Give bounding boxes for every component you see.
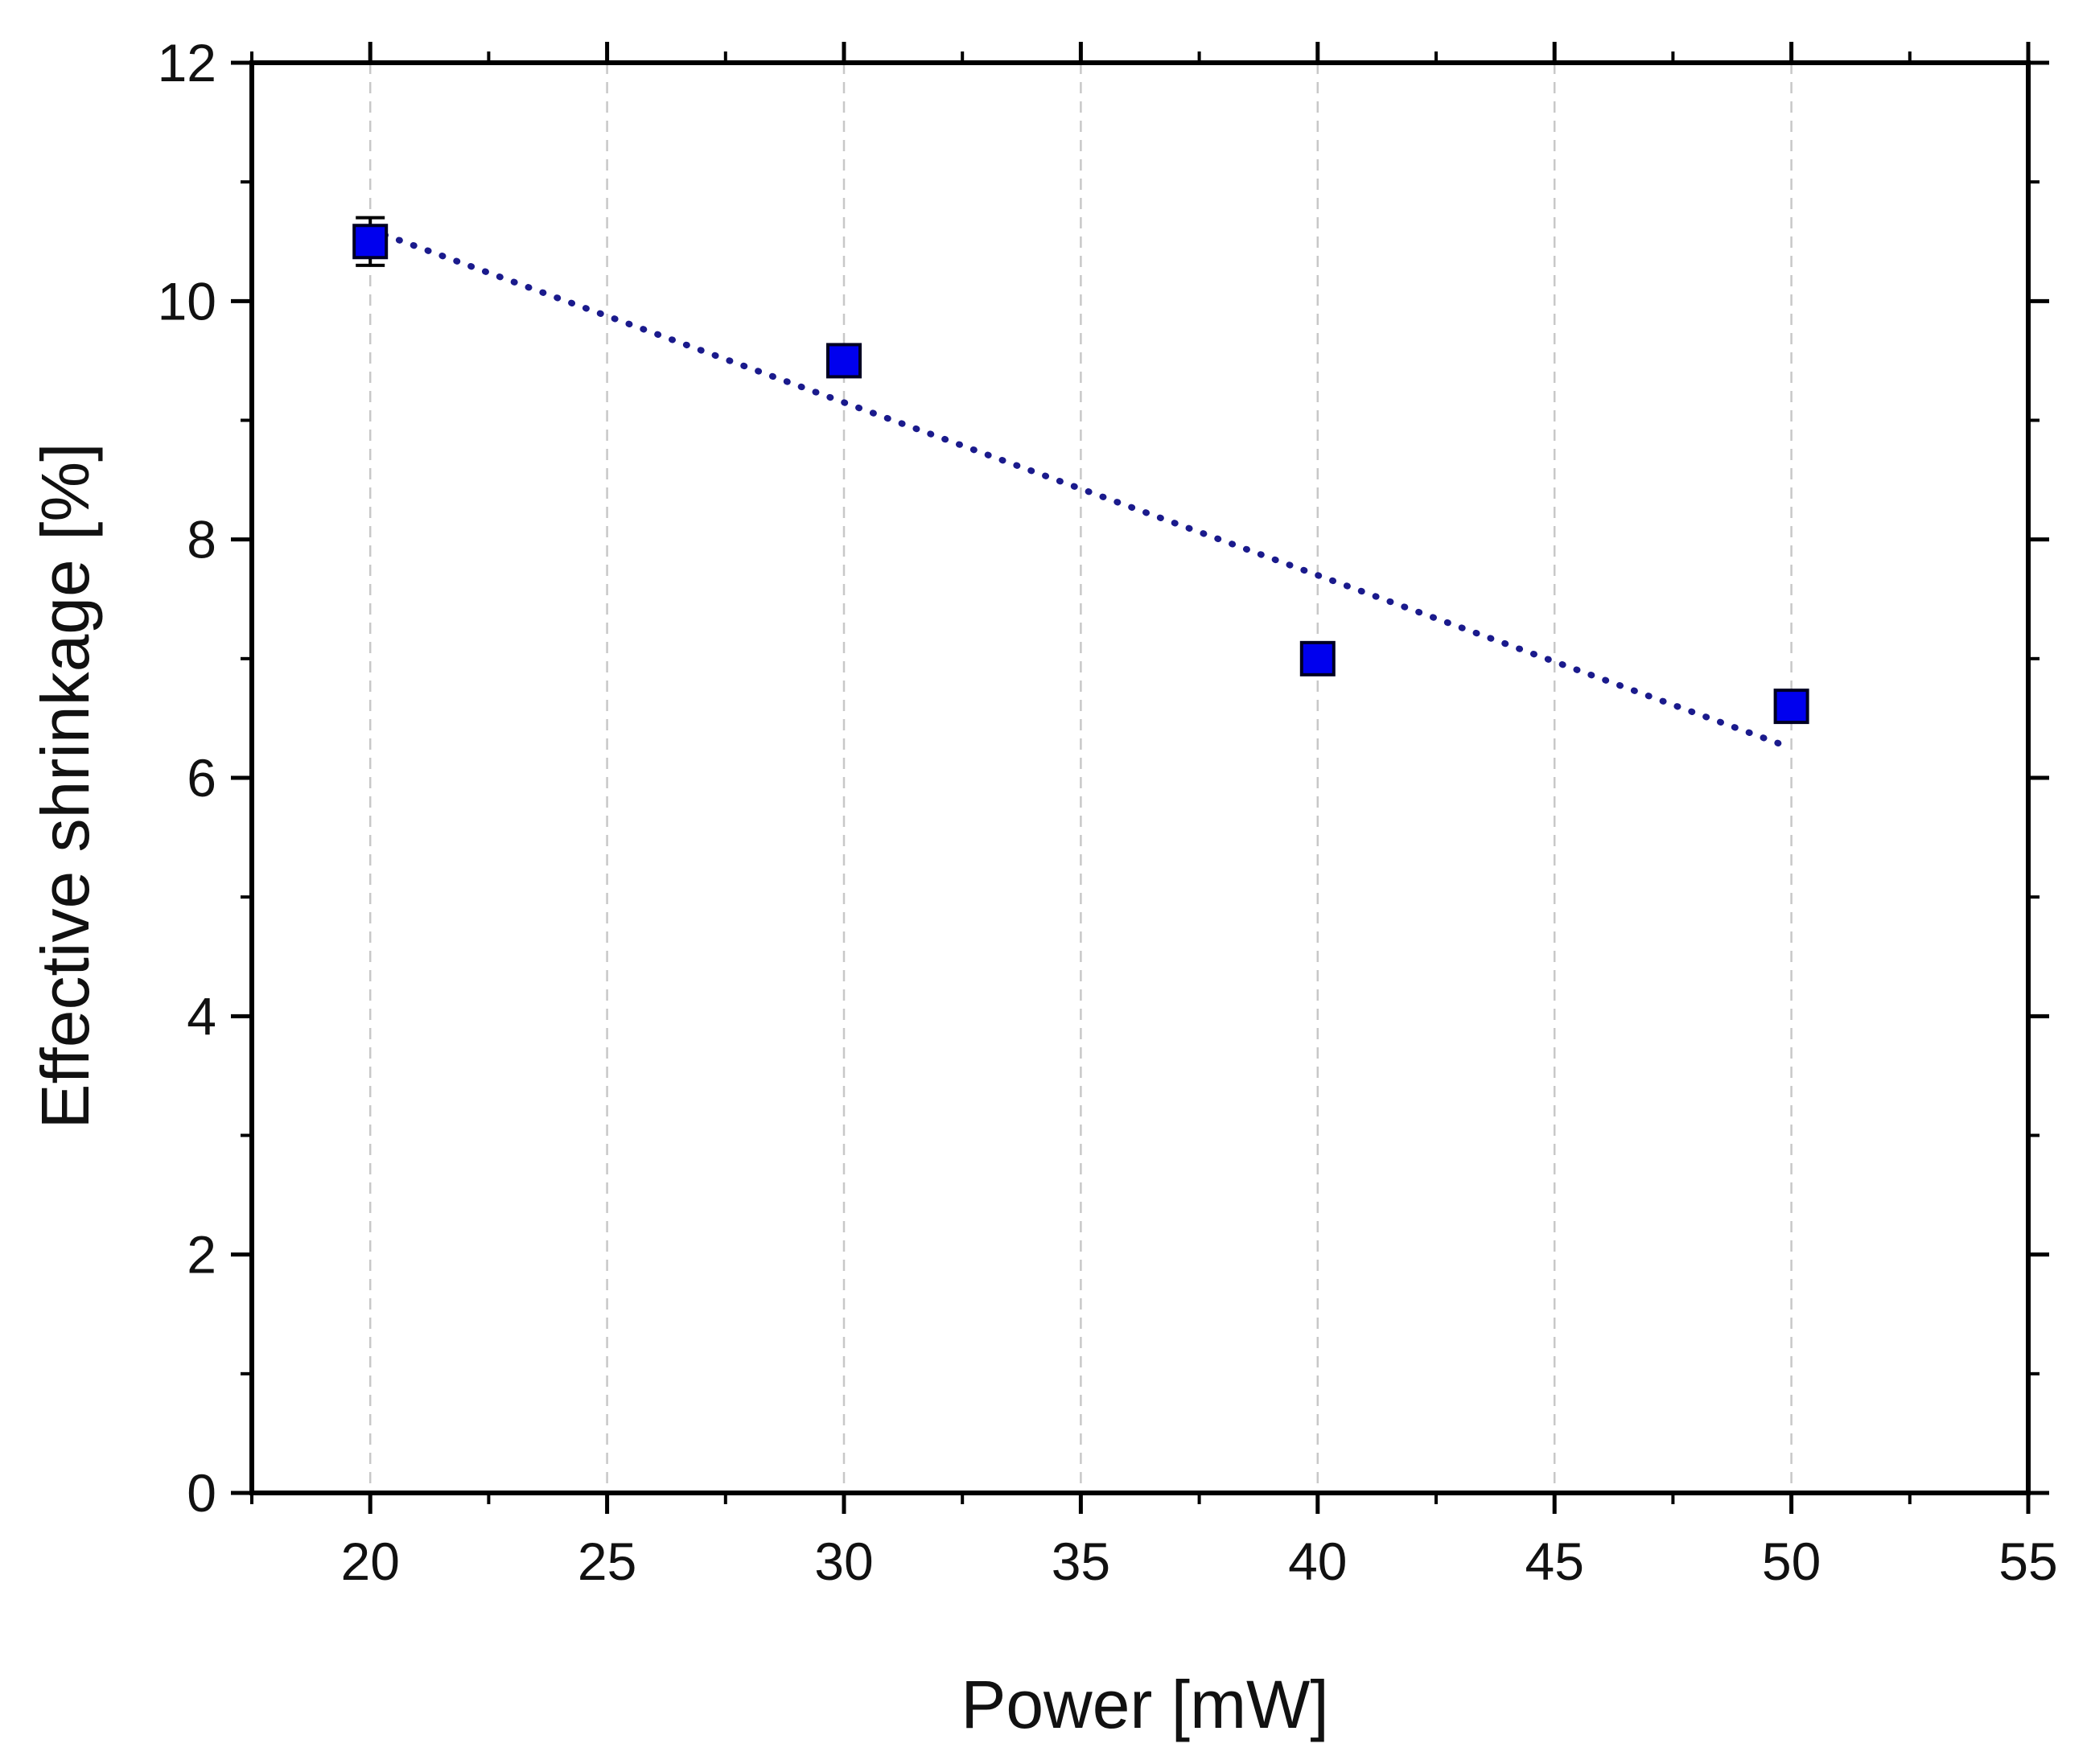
axis-ticks [231, 42, 2049, 1514]
square-marker [1773, 689, 1809, 725]
y-tick-label-0: 0 [187, 1463, 216, 1523]
x-tick-label-20: 20 [340, 1532, 399, 1591]
x-tick-label-45: 45 [1525, 1532, 1583, 1591]
x-tick-label-40: 40 [1288, 1532, 1347, 1591]
y-tick-label-8: 8 [187, 510, 216, 569]
y-tick-label-2: 2 [187, 1225, 216, 1285]
data-point-40 [1299, 640, 1336, 676]
x-tick-labels: 20 25 30 35 40 45 50 55 [340, 1532, 2057, 1591]
x-tick-label-50: 50 [1762, 1532, 1821, 1591]
y-tick-label-6: 6 [187, 748, 216, 808]
data-point-50 [1773, 689, 1809, 725]
x-tick-label-30: 30 [814, 1532, 873, 1591]
square-marker [826, 343, 862, 379]
square-marker [1299, 640, 1336, 676]
y-tick-labels: 0 2 4 6 8 10 12 [158, 33, 216, 1523]
plot-frame [249, 60, 2031, 1495]
x-tick-label-55: 55 [1998, 1532, 2057, 1591]
y-axis-title: Effective shrinkage [%] [27, 443, 103, 1129]
data-point-20 [352, 216, 389, 267]
square-marker [352, 224, 389, 260]
x-tick-label-35: 35 [1052, 1532, 1110, 1591]
x-tick-label-25: 25 [578, 1532, 636, 1591]
data-points [352, 216, 1809, 725]
x-axis-title: Power [mW] [961, 1667, 1328, 1742]
data-point-30 [826, 343, 862, 379]
y-tick-label-12: 12 [158, 33, 216, 93]
y-tick-label-4: 4 [187, 986, 216, 1046]
grid-lines [368, 63, 1793, 1493]
y-tick-label-10: 10 [158, 271, 216, 331]
